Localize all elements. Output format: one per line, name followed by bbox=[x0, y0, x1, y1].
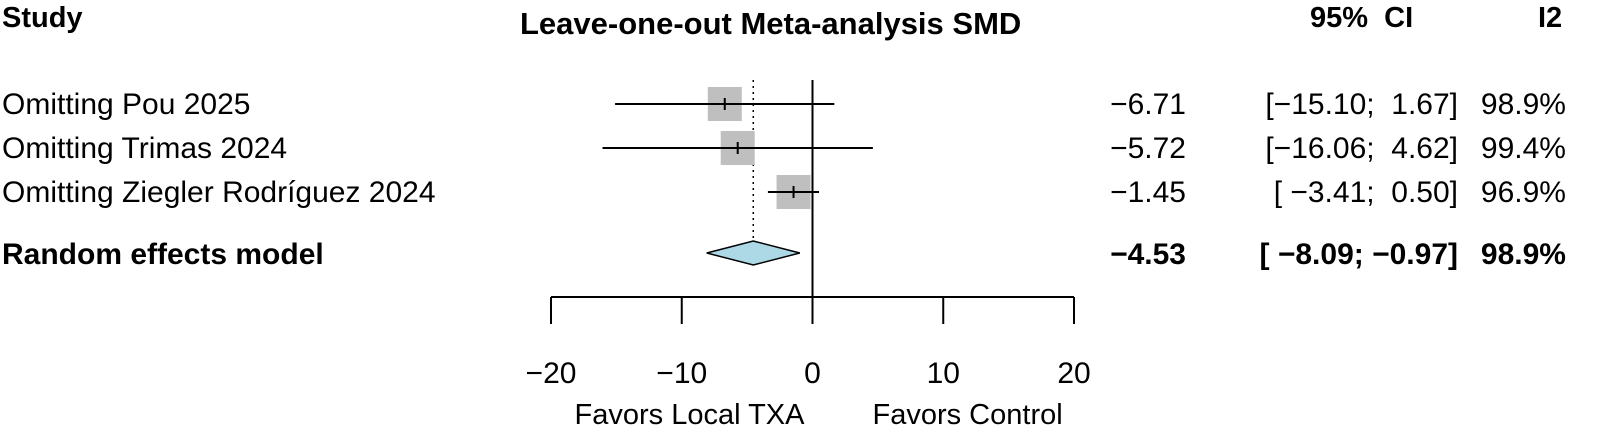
study-column-header: Study bbox=[2, 2, 83, 34]
study-label-1: Omitting Pou 2025 bbox=[2, 88, 251, 121]
study-label-2: Omitting Trimas 2024 bbox=[2, 132, 288, 165]
estimate-1: −6.71 bbox=[1110, 88, 1186, 121]
ci-column-header: 95% CI bbox=[1310, 2, 1414, 34]
i2-3: 96.9% bbox=[1480, 176, 1566, 209]
study-label-3: Omitting Ziegler Rodríguez 2024 bbox=[2, 176, 436, 209]
pooled-diamond bbox=[706, 240, 801, 266]
pooled-ci: [ −8.09; −0.97] bbox=[1259, 238, 1458, 271]
x-tick-label-2: −10 bbox=[656, 357, 707, 390]
ci-1: [−15.10; 1.67] bbox=[1265, 88, 1458, 121]
estimate-2: −5.72 bbox=[1110, 132, 1186, 165]
i2-column-header: I2 bbox=[1538, 2, 1563, 34]
i2-2: 99.4% bbox=[1480, 132, 1566, 165]
x-tick-label-4: 10 bbox=[927, 357, 960, 390]
ci-3: [ −3.41; 0.50] bbox=[1273, 176, 1458, 209]
pooled-i2: 98.9% bbox=[1480, 238, 1566, 271]
x-tick-label-1: −20 bbox=[526, 357, 577, 390]
x-tick-label-3: 0 bbox=[804, 357, 821, 390]
pooled-label: Random effects model bbox=[2, 238, 324, 271]
x-tick-label-5: 20 bbox=[1057, 357, 1090, 390]
x-label-favors-local-txa: Favors Local TXA bbox=[575, 399, 806, 431]
i2-1: 98.9% bbox=[1480, 88, 1566, 121]
pooled-estimate: −4.53 bbox=[1110, 238, 1186, 271]
estimate-3: −1.45 bbox=[1110, 176, 1186, 209]
chart-title: Leave-one-out Meta-analysis SMD bbox=[520, 6, 1022, 41]
x-label-favors-control: Favors Control bbox=[873, 399, 1063, 431]
ci-2: [−16.06; 4.62] bbox=[1265, 132, 1458, 165]
